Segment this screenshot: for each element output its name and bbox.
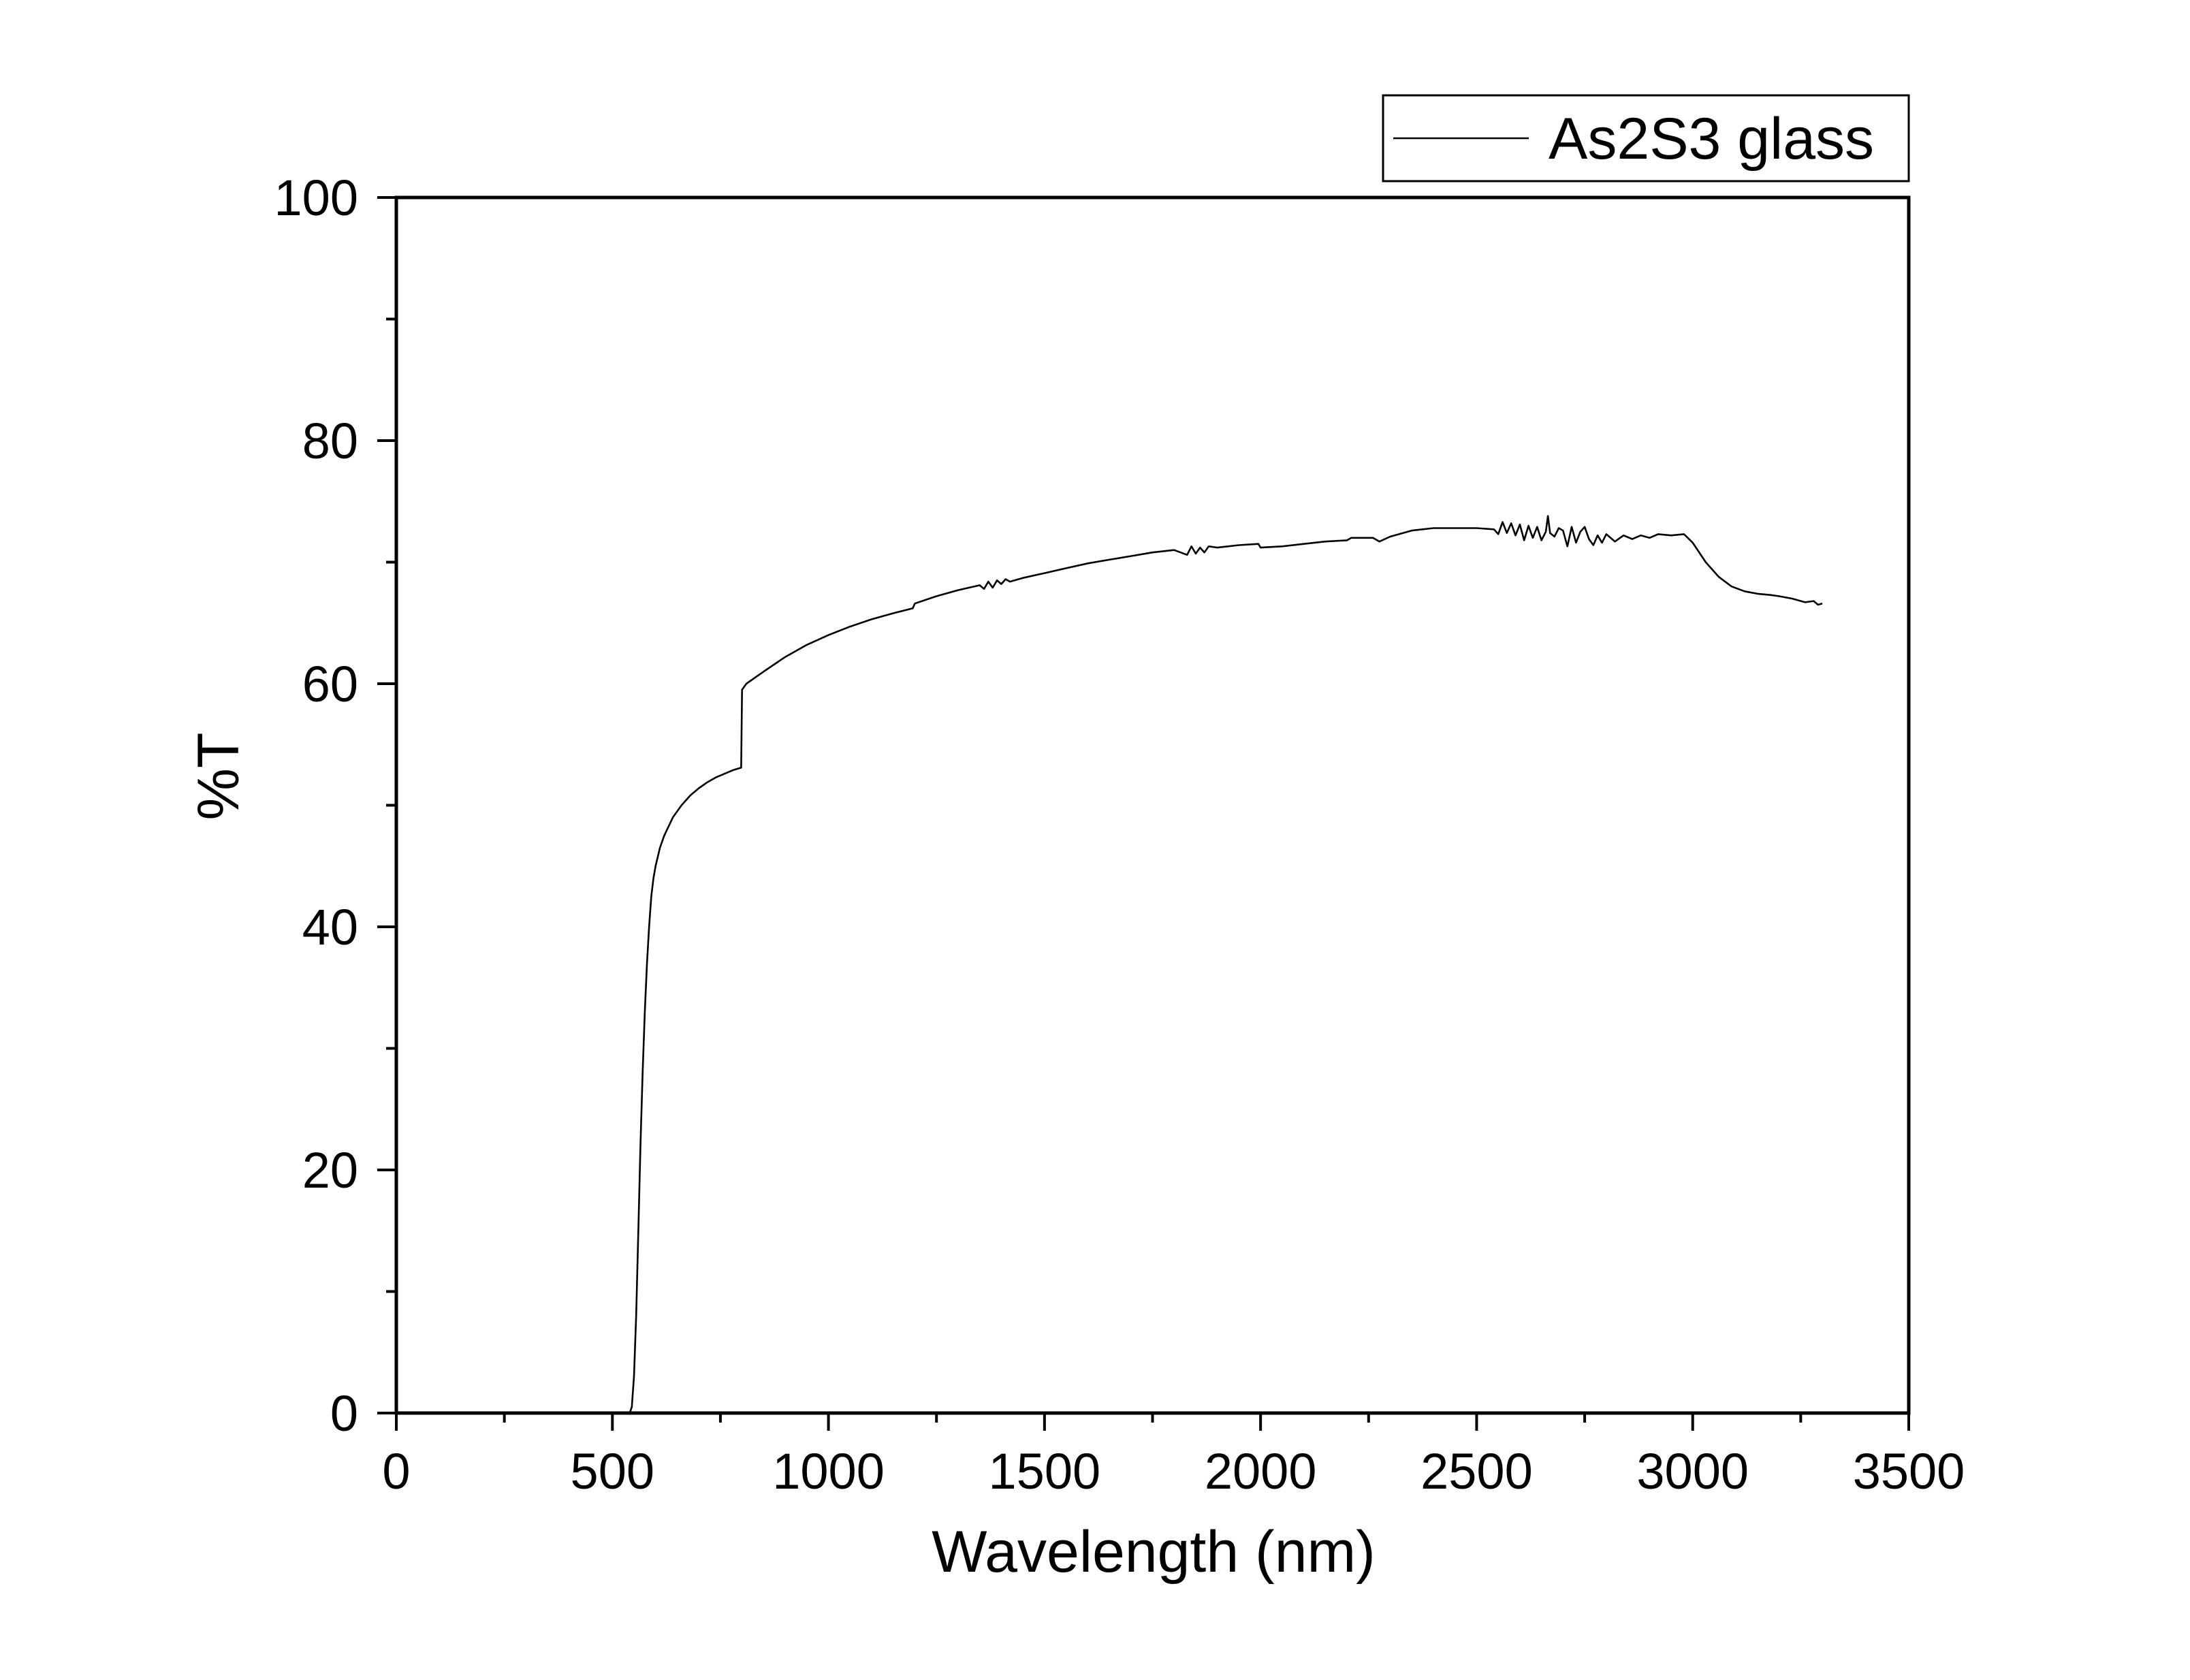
x-tick-label: 3500 bbox=[1853, 1443, 1965, 1500]
y-tick-label: 60 bbox=[302, 656, 358, 712]
y-tick-label: 0 bbox=[330, 1385, 358, 1442]
y-axis-label: %T bbox=[186, 733, 251, 821]
x-tick-label: 2000 bbox=[1205, 1443, 1317, 1500]
x-tick-label: 2500 bbox=[1421, 1443, 1533, 1500]
x-tick-label: 1000 bbox=[772, 1443, 885, 1500]
legend-entry-label: As2S3 glass bbox=[1549, 106, 1874, 172]
y-tick-label: 20 bbox=[302, 1142, 358, 1199]
x-tick-label: 3000 bbox=[1636, 1443, 1749, 1500]
x-tick-label: 500 bbox=[571, 1443, 654, 1500]
y-tick-label: 40 bbox=[302, 899, 358, 955]
x-axis-label: Wavelength (nm) bbox=[932, 1519, 1376, 1585]
legend: As2S3 glass bbox=[1382, 94, 1910, 183]
series-line-0 bbox=[629, 515, 1823, 1414]
x-tick-label: 0 bbox=[382, 1443, 410, 1500]
plot-area: 0 500 1000 1500 2000 2500 3000 3500 0 20 40 60 80 100 bbox=[274, 170, 1965, 1500]
y-tick-label: 80 bbox=[302, 413, 358, 469]
x-tick-label: 1500 bbox=[989, 1443, 1101, 1500]
y-tick-label: 100 bbox=[274, 170, 358, 226]
